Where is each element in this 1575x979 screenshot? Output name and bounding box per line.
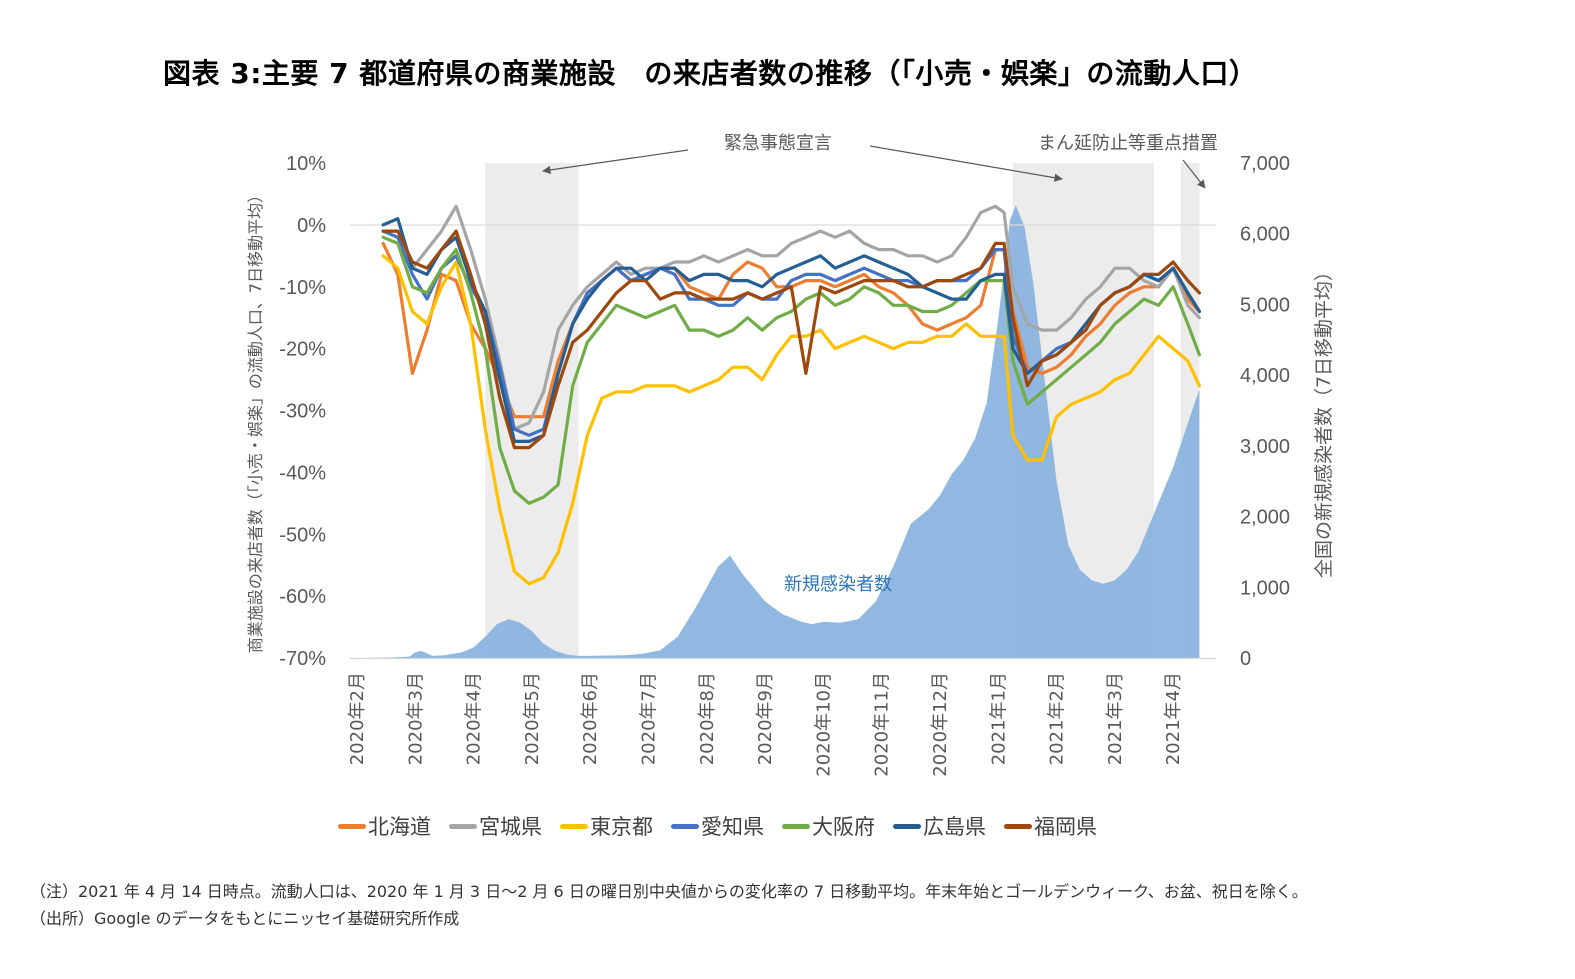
- legend-item-hokkaido: 北海道: [338, 811, 431, 841]
- annotation-priority-measures: まん延防止等重点措置: [1038, 133, 1218, 154]
- y-axis-right-ticks: 7,000 6,000 5,000 4,000 3,000 2,000 1,000 0: [1240, 153, 1290, 670]
- infections-area: [357, 205, 1200, 658]
- y-axis-right-title: 全国の新規感染者数（7日移動平均）: [1313, 262, 1335, 578]
- legend-item-aichi: 愛知県: [671, 811, 764, 841]
- line-fukuoka: [381, 229, 1202, 450]
- y-right-tick-label: 6,000: [1240, 224, 1290, 246]
- x-tick-label: 2020年8月: [697, 672, 718, 765]
- chart: 10% 0% -10% -20% -30% -40% -50% -60% -70% 7,000 6…: [246, 133, 1335, 777]
- x-tick-label: 2020年10月: [813, 672, 834, 777]
- footnotes: （注）2021 年 4 月 14 日時点。流動人口は、2020 年 1 月 3 …: [30, 878, 1308, 932]
- y-right-tick-label: 3,000: [1240, 436, 1290, 458]
- line-hokkaido: [381, 241, 1202, 419]
- legend-item-miyagi: 宮城県: [449, 811, 542, 841]
- line-aichi: [381, 229, 1202, 437]
- series-lines: [381, 204, 1202, 586]
- arrow-priority: [1182, 159, 1206, 189]
- shaded-period: [485, 163, 579, 658]
- y-right-tick-label: 5,000: [1240, 294, 1290, 316]
- x-tick-label: 2021年1月: [988, 672, 1009, 765]
- y-left-tick-label: -20%: [279, 339, 326, 361]
- x-tick-label: 2020年2月: [347, 672, 368, 765]
- y-right-tick-label: 1,000: [1240, 577, 1290, 599]
- chart-title: 図表 3:主要 7 都道府県の商業施設 の来店者数の推移（「小売・娯楽」の流動人…: [163, 57, 1258, 90]
- x-tick-label: 2021年4月: [1163, 672, 1184, 765]
- arrow-emergency-1: [542, 149, 689, 175]
- y-left-tick-label: -40%: [279, 462, 326, 484]
- y-left-tick-label: -10%: [279, 277, 326, 299]
- y-axis-left-title: 商業施設の来店者数（「小売・娯楽」の流動人口、7日移動平均）: [246, 187, 265, 653]
- y-right-tick-label: 7,000: [1240, 153, 1290, 175]
- infections-label: 新規感染者数: [784, 574, 892, 595]
- legend-item-tokyo: 東京都: [560, 811, 653, 841]
- y-left-tick-label: -30%: [279, 401, 326, 423]
- legend-swatch-aichi: [671, 823, 699, 829]
- x-tick-label: 2020年5月: [522, 672, 543, 765]
- y-left-tick-label: -60%: [279, 586, 326, 608]
- y-axis-left-ticks: 10% 0% -10% -20% -30% -40% -50% -60% -70%: [279, 153, 326, 670]
- legend-swatch-hokkaido: [338, 823, 366, 829]
- legend: 北海道 宮城県 東京都 愛知県 大阪府 広島県 福岡県: [338, 811, 1097, 841]
- source-text: （出所）Google のデータをもとにニッセイ基礎研究所作成: [30, 909, 460, 928]
- legend-swatch-fukuoka: [1004, 823, 1032, 829]
- y-left-tick-label: -70%: [279, 648, 326, 670]
- y-left-tick-label: 10%: [286, 153, 326, 175]
- x-tick-label: 2020年12月: [930, 672, 951, 777]
- y-right-tick-label: 2,000: [1240, 507, 1290, 529]
- legend-swatch-osaka: [782, 823, 810, 829]
- x-tick-label: 2020年9月: [755, 672, 776, 765]
- x-tick-label: 2020年11月: [872, 672, 893, 777]
- x-tick-label: 2020年6月: [580, 672, 601, 765]
- legend-swatch-tokyo: [560, 823, 588, 829]
- y-left-tick-label: 0%: [297, 215, 326, 237]
- x-tick-label: 2020年7月: [639, 672, 660, 765]
- arrow-emergency-2: [869, 145, 1063, 182]
- legend-swatch-hiroshima: [893, 823, 921, 829]
- x-tick-label: 2021年3月: [1105, 672, 1126, 765]
- y-right-tick-label: 4,000: [1240, 365, 1290, 387]
- legend-item-fukuoka: 福岡県: [1004, 811, 1097, 841]
- x-tick-label: 2020年4月: [464, 672, 485, 765]
- x-tick-label: 2020年3月: [405, 672, 426, 765]
- y-left-tick-label: -50%: [279, 524, 326, 546]
- note-text: （注）2021 年 4 月 14 日時点。流動人口は、2020 年 1 月 3 …: [30, 882, 1308, 901]
- line-osaka: [381, 235, 1202, 505]
- x-axis-ticks: 2020年2月 2020年3月 2020年4月 2020年5月 2020年6月 2020年…: [347, 672, 1184, 777]
- legend-swatch-miyagi: [449, 823, 477, 829]
- annotation-emergency: 緊急事態宣言: [724, 133, 832, 154]
- line-miyagi: [381, 204, 1202, 431]
- infections-area-group: [357, 205, 1200, 658]
- legend-item-hiroshima: 広島県: [893, 811, 986, 841]
- y-right-tick-label: 0: [1240, 648, 1251, 670]
- x-tick-label: 2021年2月: [1047, 672, 1068, 765]
- legend-item-osaka: 大阪府: [782, 811, 875, 841]
